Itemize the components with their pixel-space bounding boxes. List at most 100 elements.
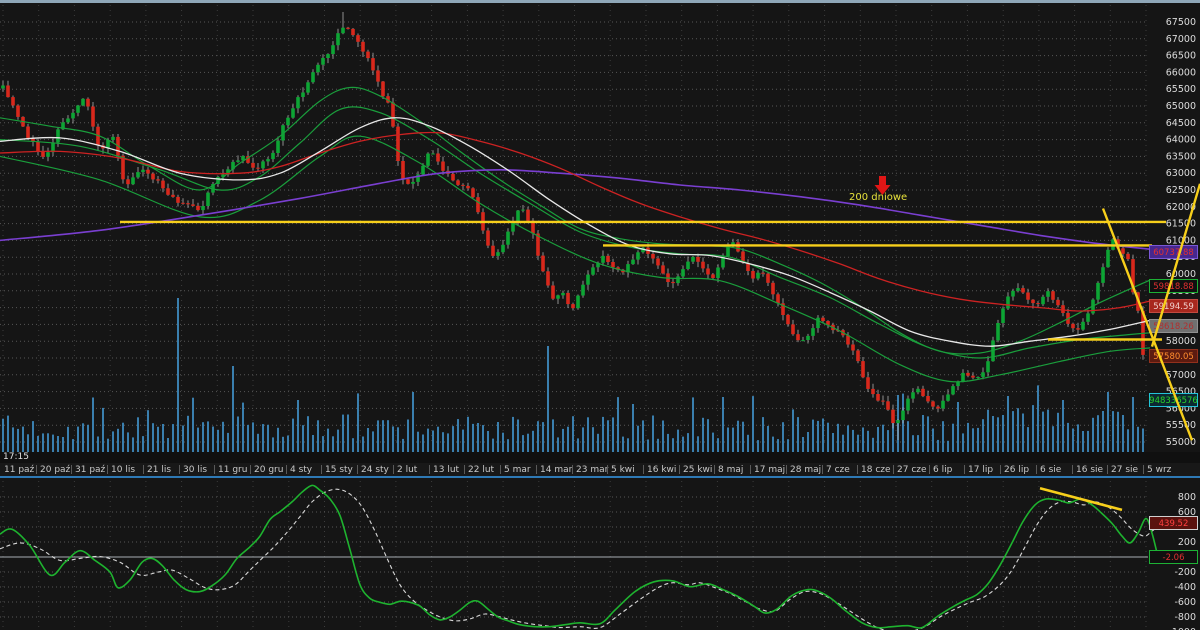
down-arrow-icon [874,176,891,195]
date-divider [286,465,287,474]
date-tick-label: 17 maj [754,465,786,475]
time-axis-row: 17:15 [0,452,1200,463]
date-tick-label: 27 sie [1111,465,1139,475]
date-divider [572,465,573,474]
ma-200-value-box [1149,245,1198,259]
price-tick-label: 62000 [1166,202,1196,213]
date-tick-label: 5 kwi [611,465,635,475]
price-tick-label: 65000 [1166,101,1196,112]
date-axis[interactable]: 11 paź 20 paź 31 paź 10 lis 21 lis 30 lis 11 g… [0,463,1200,476]
date-divider [321,465,322,474]
date-tick-label: 24 sty [361,465,389,475]
date-tick-label: 2 lut [397,465,418,475]
date-tick-label: 16 kwi [647,465,677,475]
ma-200-value: 60737.88 [1153,248,1194,258]
date-tick-label: 30 lis [183,465,208,475]
signal-value-box [1149,516,1198,530]
macd-trend-line[interactable] [1039,487,1123,512]
date-tick-label: 14 mar [540,465,573,475]
date-tick-label: 28 maj [790,465,822,475]
macd-tick-label: -600 [1174,597,1196,608]
trend-line[interactable] [1150,183,1200,347]
ma-200-day-line [0,168,1151,250]
date-tick-label: 11 gru [218,465,248,475]
white-ma-line [0,117,1151,347]
date-tick-label: 18 cze [861,465,891,475]
date-divider [893,465,894,474]
date-tick-label: 22 lut [468,465,495,475]
date-tick-label: 21 lis [147,465,172,475]
date-tick-label: 5 mar [504,465,531,475]
price-tick-label: 64500 [1166,118,1196,129]
price-tick-label: 64000 [1166,135,1196,146]
green-ma-lower-line [0,135,1151,383]
date-tick-label: 25 kwi [683,465,713,475]
date-divider [107,465,108,474]
window-top-edge [0,0,1200,3]
date-tick-label: 27 cze [897,465,927,475]
price-tick-label: 60000 [1166,269,1196,280]
date-divider [250,465,251,474]
price-tick-label: 55500 [1166,420,1196,431]
date-divider [1107,465,1108,474]
date-tick-label: 26 lip [1004,465,1030,475]
date-divider [464,465,465,474]
price-tick-label: 55000 [1166,437,1196,448]
macd-panel: 439.52 -2.06 [0,484,1198,630]
price-tick-label: 62500 [1166,185,1196,196]
price-tick-label: 61500 [1166,219,1196,230]
price-tick-label: 63500 [1166,151,1196,162]
signal-value: 439.52 [1159,519,1189,529]
time-label: 17:15 [3,452,29,462]
moving-averages [0,86,1151,383]
price-tick-label: 57000 [1166,370,1196,381]
date-divider [1072,465,1073,474]
ma200-annotation: 200 dniowe [849,192,908,203]
ma-green-value: 59818.88 [1153,282,1194,292]
trend-line[interactable] [1101,208,1194,441]
axis-divider-line [0,476,1200,478]
price-tick-label: 61000 [1166,235,1196,246]
date-divider [429,465,430,474]
macd-tick-label: -800 [1174,612,1196,623]
price-tick-label: 67000 [1166,34,1196,45]
macd-line [0,484,1159,629]
date-tick-label: 15 sty [325,465,353,475]
gridlines [0,5,1148,628]
date-tick-label: 13 lut [433,465,460,475]
macd-signal-line [0,488,1191,630]
date-divider [786,465,787,474]
macd-tick-label: 200 [1178,537,1196,548]
macd-tick-label: 800 [1178,492,1196,503]
date-divider [357,465,358,474]
date-divider [607,465,608,474]
date-divider [1143,465,1144,474]
date-tick-label: 8 maj [718,465,744,475]
date-tick-label: 20 gru [254,465,284,475]
date-divider [214,465,215,474]
yellow-levels[interactable] [120,220,1166,341]
date-divider [500,465,501,474]
date-tick-label: 7 cze [826,465,850,475]
date-divider [1000,465,1001,474]
ma-white-value-box [1149,319,1198,333]
price-tick-label: 67500 [1166,17,1196,28]
date-tick-label: 5 wrz [1147,465,1172,475]
date-divider [179,465,180,474]
volume-bars [2,298,1144,452]
date-tick-label: 16 sie [1076,465,1104,475]
price-tick-label: 56500 [1166,387,1196,398]
ma-white-value: 58618.26 [1153,322,1194,332]
date-tick-label: 6 sie [1040,465,1062,475]
price-tick-label: 66000 [1166,67,1196,78]
date-tick-label: 23 mar [576,465,609,475]
date-divider [643,465,644,474]
date-tick-label: 17 lip [968,465,994,475]
date-divider [929,465,930,474]
green-ma-upper-line [0,86,1151,355]
macd-tick-label: -400 [1174,582,1196,593]
candlesticks [1,12,1145,440]
date-tick-label: 20 paź [40,465,71,475]
